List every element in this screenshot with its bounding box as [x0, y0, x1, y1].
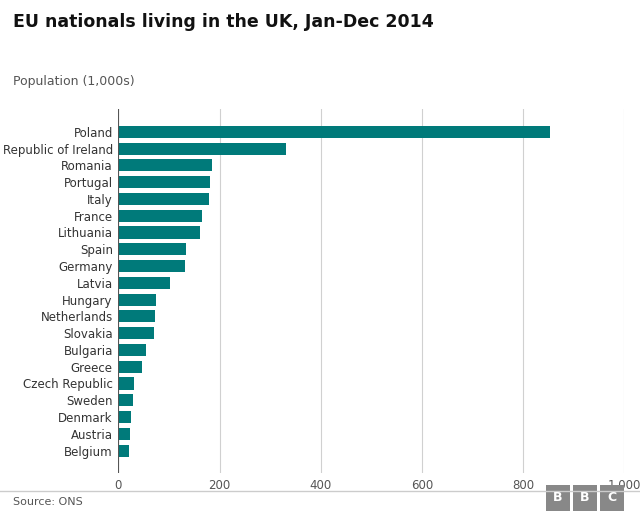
Text: Population (1,000s): Population (1,000s)	[13, 75, 134, 88]
Bar	[118, 126, 550, 138]
Bar	[118, 193, 209, 205]
Text: B: B	[580, 491, 589, 504]
Bar	[118, 361, 142, 373]
Text: Source: ONS: Source: ONS	[13, 497, 83, 506]
Bar	[118, 176, 211, 188]
Bar	[118, 394, 132, 406]
Bar	[118, 210, 202, 222]
Bar	[118, 159, 212, 172]
Bar	[118, 243, 186, 255]
Bar	[118, 411, 131, 423]
Text: EU nationals living in the UK, Jan-Dec 2014: EU nationals living in the UK, Jan-Dec 2…	[13, 13, 433, 31]
Bar	[118, 378, 134, 389]
Bar	[118, 294, 156, 306]
Text: C: C	[607, 491, 616, 504]
Bar	[118, 142, 286, 154]
Bar	[118, 344, 146, 356]
Bar	[118, 327, 154, 339]
Bar	[118, 445, 129, 457]
Bar	[118, 226, 200, 239]
Bar	[118, 310, 156, 322]
Bar	[118, 277, 170, 289]
Bar	[118, 260, 184, 272]
Bar	[118, 428, 129, 440]
Text: B: B	[554, 491, 563, 504]
